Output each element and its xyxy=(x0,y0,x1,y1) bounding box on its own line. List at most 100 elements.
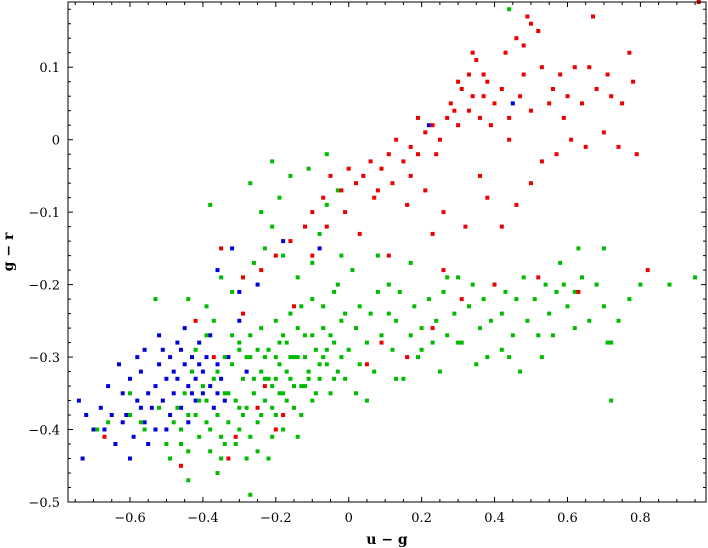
data-point-series-1 xyxy=(237,289,242,294)
y-tick-label: −0.3 xyxy=(28,351,60,366)
data-point-series-2 xyxy=(226,391,231,396)
data-point-series-2 xyxy=(324,202,329,207)
data-point-series-3 xyxy=(379,166,384,171)
data-point-series-2 xyxy=(270,384,275,389)
data-point-series-2 xyxy=(190,369,194,374)
data-point-series-1 xyxy=(164,427,169,432)
data-point-series-2 xyxy=(346,347,351,352)
data-point-series-2 xyxy=(572,326,577,331)
data-point-series-2 xyxy=(474,362,479,367)
data-point-series-2 xyxy=(211,376,216,381)
data-point-series-2 xyxy=(416,355,420,360)
data-point-series-1 xyxy=(204,355,209,360)
data-point-series-3 xyxy=(441,210,446,215)
data-point-series-3 xyxy=(288,239,293,244)
data-point-series-2 xyxy=(164,442,169,446)
data-point-series-2 xyxy=(324,347,329,352)
data-point-series-2 xyxy=(354,326,358,331)
data-point-series-1 xyxy=(200,369,205,374)
data-point-series-2 xyxy=(601,246,606,251)
data-point-series-3 xyxy=(405,202,410,207)
data-point-series-3 xyxy=(430,231,435,236)
data-point-series-1 xyxy=(171,369,176,374)
data-point-series-1 xyxy=(149,405,154,410)
data-point-series-3 xyxy=(601,130,606,135)
data-point-series-3 xyxy=(416,115,420,120)
data-point-series-1 xyxy=(200,391,205,396)
data-point-series-2 xyxy=(303,384,307,389)
data-point-series-2 xyxy=(248,181,253,186)
data-point-series-2 xyxy=(248,492,253,497)
x-tick-label: 0.8 xyxy=(630,511,651,526)
data-point-series-3 xyxy=(536,29,541,33)
data-point-series-2 xyxy=(281,427,286,432)
data-point-series-2 xyxy=(507,7,512,12)
data-point-series-2 xyxy=(488,318,493,323)
data-point-series-2 xyxy=(521,275,526,280)
data-point-series-2 xyxy=(609,340,614,345)
data-point-series-2 xyxy=(339,318,344,323)
data-point-series-1 xyxy=(215,391,220,396)
data-point-series-1 xyxy=(237,318,242,323)
data-point-series-2 xyxy=(244,405,249,410)
data-point-series-1 xyxy=(102,427,107,432)
data-point-series-3 xyxy=(361,173,366,178)
data-point-series-1 xyxy=(153,427,158,432)
data-point-series-2 xyxy=(244,355,249,360)
data-point-series-2 xyxy=(259,413,264,417)
y-tick-label: −0.5 xyxy=(28,496,60,511)
data-point-series-1 xyxy=(120,391,125,396)
data-point-series-2 xyxy=(605,340,610,345)
data-point-series-2 xyxy=(510,333,515,338)
data-point-series-3 xyxy=(452,108,457,113)
data-point-series-3 xyxy=(408,144,413,149)
data-point-series-2 xyxy=(507,355,512,360)
data-point-series-2 xyxy=(394,376,399,381)
data-point-series-2 xyxy=(321,326,326,331)
data-point-series-2 xyxy=(179,427,183,432)
data-point-series-3 xyxy=(529,21,533,26)
data-point-series-2 xyxy=(222,442,227,446)
data-point-series-1 xyxy=(317,246,322,251)
data-point-series-3 xyxy=(616,144,621,149)
data-point-series-2 xyxy=(328,391,333,396)
data-point-series-2 xyxy=(251,376,256,381)
data-point-series-3 xyxy=(634,152,639,157)
data-point-series-3 xyxy=(507,115,512,120)
data-point-series-2 xyxy=(332,289,337,294)
data-point-series-2 xyxy=(182,391,187,396)
data-point-series-2 xyxy=(419,326,424,331)
data-point-series-1 xyxy=(190,355,194,360)
data-point-series-3 xyxy=(507,137,512,142)
data-point-series-3 xyxy=(605,72,610,77)
y-tick-label: 0.1 xyxy=(39,61,60,76)
data-point-series-3 xyxy=(463,224,468,229)
data-point-series-3 xyxy=(620,101,625,106)
data-point-series-2 xyxy=(281,391,286,396)
data-point-series-2 xyxy=(284,340,289,345)
data-point-series-2 xyxy=(95,427,100,432)
data-point-series-2 xyxy=(467,304,471,309)
data-point-series-2 xyxy=(408,260,413,265)
data-point-series-2 xyxy=(357,362,362,367)
data-point-series-3 xyxy=(594,87,599,91)
data-point-series-2 xyxy=(324,152,329,157)
data-point-series-3 xyxy=(470,94,475,99)
data-point-series-1 xyxy=(153,384,158,389)
data-point-series-3 xyxy=(357,231,362,236)
y-axis-label: g − r xyxy=(1,232,17,271)
data-point-series-2 xyxy=(277,362,282,367)
data-point-series-3 xyxy=(591,14,595,19)
data-point-series-3 xyxy=(401,159,406,164)
data-point-series-2 xyxy=(558,260,563,265)
data-point-series-3 xyxy=(346,166,351,171)
data-point-series-3 xyxy=(565,94,570,99)
data-point-series-1 xyxy=(179,405,183,410)
data-point-series-2 xyxy=(204,304,209,309)
data-point-series-2 xyxy=(667,282,672,287)
data-point-series-2 xyxy=(248,355,253,360)
data-point-series-2 xyxy=(412,304,417,309)
data-point-series-3 xyxy=(518,94,523,99)
data-point-series-3 xyxy=(488,123,493,128)
data-point-series-2 xyxy=(208,449,213,454)
